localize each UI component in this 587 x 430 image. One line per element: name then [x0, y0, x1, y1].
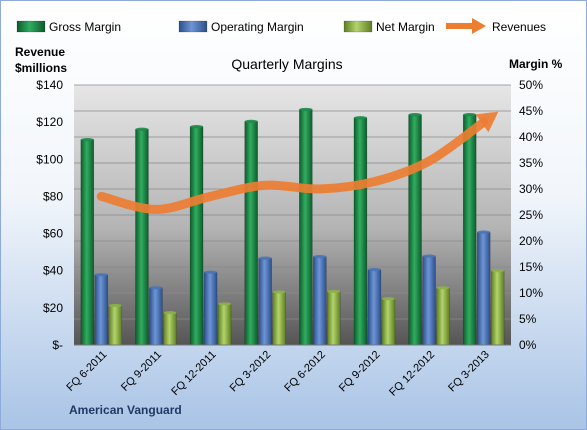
legend-net-margin-label: Net Margin — [376, 20, 435, 34]
net-margin-bar-cap — [327, 289, 341, 294]
gross-margin-bar — [189, 126, 204, 346]
operating-margin-bar-cap — [204, 270, 218, 274]
net-margin-bar — [381, 298, 396, 346]
legend-operating-margin-swatch — [178, 20, 208, 33]
y-right-tick: 25% — [519, 208, 543, 222]
net-margin-bar-cap — [272, 290, 286, 294]
gross-margin-bar-cap — [299, 107, 313, 112]
operating-margin-bar — [422, 255, 436, 346]
gross-margin-bar-cap — [190, 125, 204, 129]
y-right-tick: 30% — [519, 182, 543, 196]
gross-margin-bar — [135, 128, 149, 346]
operating-margin-bar — [258, 257, 272, 346]
right-axis-ticks: 0% 5% 10% 15% 20% 25% 30% 35% 40% 45% 50% — [519, 78, 543, 352]
operating-margin-bar-cap — [422, 254, 436, 258]
net-margin-bar-cap — [491, 269, 505, 273]
x-category-label: FQ 9-2012 — [337, 349, 383, 395]
y-right-tick: 45% — [519, 104, 543, 118]
x-category-label: FQ 3-2013 — [446, 349, 492, 395]
gross-margin-bar-cap — [463, 113, 477, 117]
y-left-label-line1: Revenue — [15, 45, 65, 59]
bars — [80, 107, 505, 346]
y-right-tick: 15% — [519, 260, 543, 274]
y-left-tick: $100 — [36, 152, 63, 166]
operating-margin-bar — [476, 231, 491, 346]
y-right-tick: 5% — [519, 312, 537, 326]
gross-margin-bar-cap — [80, 138, 94, 142]
net-margin-bar-cap — [163, 311, 177, 315]
gross-margin-bar — [408, 114, 422, 346]
gross-margin-bar-cap — [408, 113, 422, 117]
operating-margin-bar-cap — [149, 286, 163, 290]
y-right-tick: 35% — [519, 156, 543, 170]
y-left-tick: $140 — [36, 78, 63, 92]
net-margin-bar — [108, 305, 123, 346]
operating-margin-bar — [94, 274, 109, 346]
net-margin-bar-cap — [381, 297, 395, 301]
operating-margin-bar — [313, 256, 327, 346]
revenues-line — [96, 117, 489, 214]
operating-margin-bar-cap — [258, 256, 272, 260]
y-right-label: Margin % — [509, 57, 563, 71]
gross-margin-bar — [462, 114, 477, 346]
gross-margin-bar-cap — [244, 119, 258, 123]
y-right-tick: 10% — [519, 286, 543, 300]
x-category-label: FQ 9-2011 — [119, 349, 164, 394]
y-left-tick: $60 — [43, 227, 63, 241]
y-left-tick: $80 — [43, 189, 63, 203]
net-margin-bar-cap — [218, 302, 232, 306]
y-right-tick: 50% — [519, 78, 543, 92]
y-left-tick: $20 — [43, 301, 63, 315]
operating-margin-bar-cap — [313, 255, 327, 259]
y-left-label-line2: $millions — [15, 61, 67, 75]
legend: Gross Margin Operating Margin Net Margin Re… — [16, 18, 546, 34]
gross-margin-bar — [299, 109, 313, 346]
operating-margin-bar — [367, 269, 382, 346]
gross-margin-bar — [353, 117, 368, 346]
y-left-tick: $- — [52, 338, 63, 352]
gross-margin-bar-cap — [135, 127, 149, 131]
y-left-tick: $120 — [36, 115, 63, 129]
y-right-tick: 40% — [519, 130, 543, 144]
y-right-tick: 20% — [519, 234, 543, 248]
legend-revenues-label: Revenues — [492, 20, 546, 34]
legend-gross-margin-label: Gross Margin — [49, 20, 121, 34]
x-category-label: FQ 12-2012 — [387, 349, 437, 399]
company-label: American Vanguard — [69, 403, 182, 417]
legend-gross-margin-swatch — [16, 20, 46, 33]
revenue-line-group — [96, 111, 499, 214]
operating-margin-bar-cap — [477, 230, 491, 234]
operating-margin-bar — [203, 271, 218, 346]
operating-margin-bar — [149, 287, 163, 346]
net-margin-bar-cap — [108, 303, 122, 308]
x-category-label: FQ 6-2012 — [282, 349, 328, 395]
legend-revenues-arrow — [472, 18, 486, 34]
net-margin-bar — [272, 291, 286, 346]
chart-title: Quarterly Margins — [231, 56, 342, 72]
gross-margin-bar — [80, 139, 95, 346]
operating-margin-bar-cap — [94, 273, 108, 277]
net-margin-bar — [490, 270, 505, 346]
x-category-label: FQ 6-2011 — [64, 349, 109, 394]
x-category-label: FQ 12-2011 — [169, 349, 218, 398]
legend-net-margin-swatch — [343, 20, 373, 33]
net-margin-bar-cap — [436, 286, 450, 290]
net-margin-bar — [163, 312, 177, 346]
x-category-label: FQ 3-2012 — [228, 349, 274, 395]
legend-operating-margin-label: Operating Margin — [211, 20, 304, 34]
net-margin-bar — [327, 291, 341, 346]
net-margin-bar — [436, 287, 450, 346]
net-margin-bar — [217, 303, 232, 346]
revenues-arrowhead — [475, 111, 499, 133]
gross-margin-bar-cap — [353, 116, 367, 120]
x-axis-categories: FQ 6-2011 FQ 9-2011 FQ 12-2011 FQ 3-2012 FQ … — [64, 349, 491, 399]
operating-margin-bar-cap — [367, 268, 381, 272]
left-axis-ticks: $- $20 $40 $60 $80 $100 $120 $140 — [36, 78, 63, 352]
y-left-tick: $40 — [43, 264, 63, 278]
y-right-tick: 0% — [519, 338, 537, 352]
gross-margin-bar — [244, 121, 258, 346]
